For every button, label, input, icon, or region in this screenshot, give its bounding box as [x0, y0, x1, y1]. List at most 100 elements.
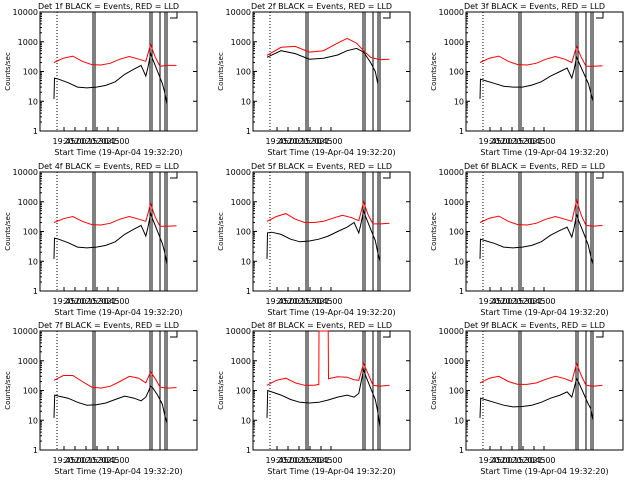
x-tick-label: 20:30 — [85, 456, 108, 465]
chart-title: Det 6f BLACK = Events, RED = LLD — [464, 162, 605, 171]
y-axis-label: Counts/sec — [4, 371, 12, 410]
y-tick-label: 100 — [236, 387, 251, 396]
x-tick-label: 20:45 — [96, 456, 119, 465]
y-tick-label: 10000 — [13, 168, 38, 177]
series-events — [266, 47, 379, 84]
x-tick-label: 20:45 — [522, 297, 545, 306]
x-axis-label: Start Time (19-Apr-04 19:32:20) — [480, 148, 608, 157]
y-axis-label: Counts/sec — [217, 212, 225, 251]
x-tick-label: 20:45 — [309, 137, 332, 146]
corner-marker — [596, 172, 604, 179]
x-axis-label: Start Time (19-Apr-04 19:32:20) — [480, 308, 608, 317]
y-tick-label: 1000 — [231, 198, 251, 207]
y-tick-label: 10000 — [226, 8, 251, 17]
x-tick-label: 19:45 — [265, 297, 288, 306]
corner-marker — [383, 172, 391, 179]
x-tick-label: 21:00 — [319, 297, 342, 306]
x-tick-label: 20:30 — [298, 137, 321, 146]
panel-det-6: 1 10 100 1000 10000 19:4520:0020:1520:3020:45… — [430, 162, 624, 317]
x-tick-label: 21:00 — [106, 456, 129, 465]
panel-det-9: 1 10 100 1000 10000 19:4520:0020:1520:3020:45… — [430, 321, 624, 476]
y-tick-label: 1 — [459, 287, 464, 296]
series-events — [266, 208, 381, 262]
chart-title: Det 4f BLACK = Events, RED = LLD — [38, 162, 179, 171]
corner-marker — [383, 12, 391, 19]
panel-det-3: 1 10 100 1000 10000 19:4520:0020:1520:3020:45… — [430, 2, 624, 157]
y-tick-label: 1000 — [18, 357, 38, 366]
y-tick-label: 100 — [449, 68, 464, 77]
y-tick-label: 10 — [454, 97, 464, 106]
panel-det-1: 1 10 100 1000 10000 19:4520:0020:1520:3020:45… — [4, 2, 198, 157]
y-axis-label: Counts/sec — [4, 52, 12, 91]
series-lld — [53, 370, 177, 389]
x-axis-label: Start Time (19-Apr-04 19:32:20) — [267, 148, 395, 157]
x-tick-label: 20:45 — [96, 297, 119, 306]
x-tick-label: 19:45 — [478, 137, 501, 146]
y-tick-label: 1 — [33, 287, 38, 296]
series-events — [53, 385, 168, 424]
x-axis-label: Start Time (19-Apr-04 19:32:20) — [54, 148, 182, 157]
panel-det-5: 1 10 100 1000 10000 19:4520:0020:1520:3020:45… — [217, 162, 411, 317]
y-tick-label: 10000 — [439, 168, 464, 177]
y-axis-label: Counts/sec — [430, 371, 438, 410]
series-lld — [266, 330, 390, 387]
y-axis-label: Counts/sec — [4, 212, 12, 251]
chart-title: Det 9f BLACK = Events, RED = LLD — [464, 321, 605, 330]
x-tick-label: 20:45 — [522, 137, 545, 146]
y-tick-label: 10000 — [226, 168, 251, 177]
plot-frame — [252, 171, 411, 292]
corner-marker — [170, 12, 178, 19]
x-tick-label: 21:00 — [532, 456, 555, 465]
corner-marker — [596, 331, 604, 338]
x-tick-label: 19:45 — [52, 297, 75, 306]
x-tick-label: 20:15 — [500, 456, 523, 465]
y-tick-label: 100 — [23, 68, 38, 77]
y-tick-label: 100 — [449, 228, 464, 237]
y-tick-label: 100 — [23, 228, 38, 237]
y-tick-label: 1 — [459, 127, 464, 136]
x-tick-label: 20:15 — [74, 137, 97, 146]
y-axis-label: Counts/sec — [430, 52, 438, 91]
y-tick-label: 10000 — [226, 327, 251, 336]
x-tick-label: 20:45 — [309, 456, 332, 465]
y-tick-label: 1 — [246, 446, 251, 455]
series-lld — [266, 200, 390, 225]
x-tick-label: 21:00 — [319, 456, 342, 465]
x-tick-label: 21:00 — [532, 137, 555, 146]
x-tick-label: 20:30 — [298, 297, 321, 306]
plot-frame — [39, 330, 198, 451]
x-axis-label: Start Time (19-Apr-04 19:32:20) — [267, 308, 395, 317]
panel-det-2: 1 10 100 1000 10000 19:4520:0020:1520:3020:45… — [217, 2, 411, 157]
x-tick-label: 21:00 — [106, 137, 129, 146]
y-tick-label: 1 — [246, 127, 251, 136]
y-tick-label: 10000 — [13, 327, 38, 336]
x-tick-label: 20:00 — [276, 297, 299, 306]
plot-frame — [465, 171, 624, 292]
x-tick-label: 20:30 — [511, 297, 534, 306]
x-tick-label: 20:15 — [500, 297, 523, 306]
plot-frame — [39, 171, 198, 292]
corner-marker — [170, 172, 178, 179]
y-tick-label: 1000 — [18, 38, 38, 47]
panel-det-7: 1 10 100 1000 10000 19:4520:0020:1520:3020:45… — [4, 321, 198, 476]
plot-frame — [39, 11, 198, 132]
y-tick-label: 1000 — [18, 198, 38, 207]
x-tick-label: 20:45 — [96, 137, 119, 146]
x-tick-label: 21:00 — [106, 297, 129, 306]
x-axis-label: Start Time (19-Apr-04 19:32:20) — [54, 467, 182, 476]
x-tick-label: 20:15 — [74, 297, 97, 306]
x-tick-label: 20:15 — [74, 456, 97, 465]
corner-marker — [170, 331, 178, 338]
x-tick-label: 20:15 — [500, 137, 523, 146]
corner-marker — [596, 12, 604, 19]
x-tick-label: 21:00 — [532, 297, 555, 306]
y-tick-label: 1000 — [444, 357, 464, 366]
x-tick-label: 19:45 — [265, 137, 288, 146]
chart-title: Det 8f BLACK = Events, RED = LLD — [251, 321, 392, 330]
x-tick-label: 20:00 — [276, 137, 299, 146]
x-tick-label: 20:45 — [309, 297, 332, 306]
x-tick-label: 20:00 — [489, 456, 512, 465]
plot-frame — [465, 330, 624, 451]
series-lld — [53, 202, 177, 227]
